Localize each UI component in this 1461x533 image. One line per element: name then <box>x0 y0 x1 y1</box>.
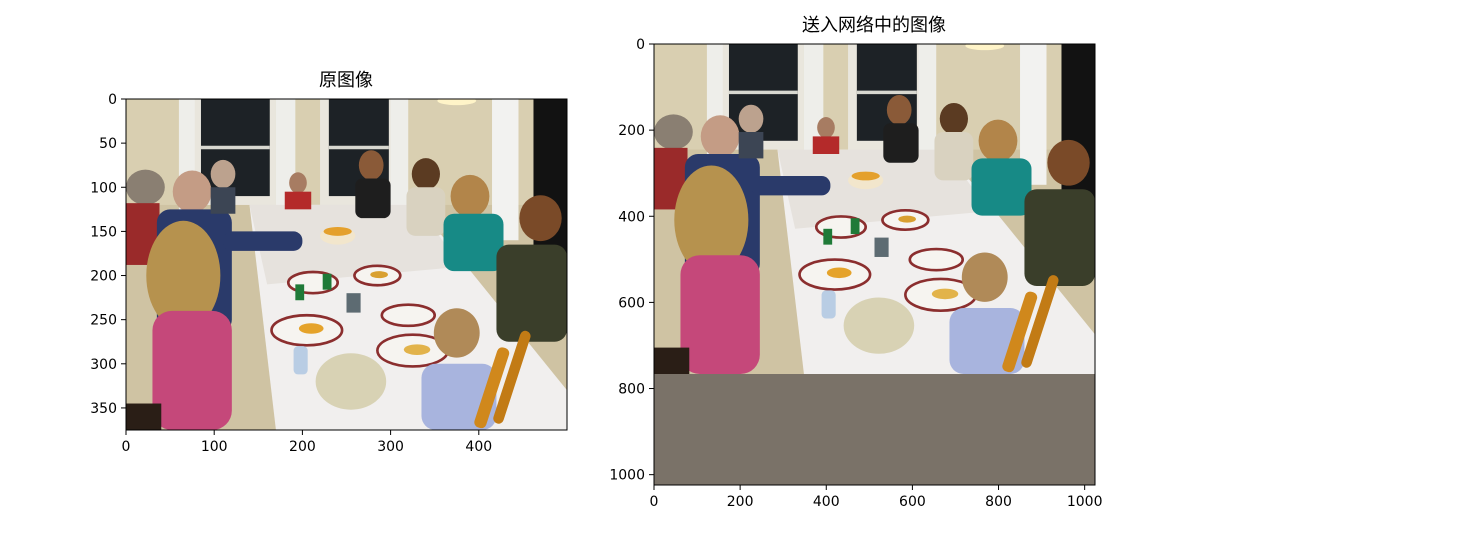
panel-title-original: 原图像 <box>319 70 373 91</box>
x-tick-label: 400 <box>813 494 840 510</box>
x-tick-label: 400 <box>465 439 492 455</box>
y-tick-label: 250 <box>90 313 117 329</box>
x-tick-label: 600 <box>899 494 926 510</box>
x-tick-label: 300 <box>377 439 404 455</box>
x-tick-label: 0 <box>122 439 131 455</box>
ticks-network: 0 200 400 600 800 1000 0 200 400 600 800 1000 <box>609 37 1102 510</box>
ticks-original: 0 100 200 300 400 0 50 100 150 200 250 300 350 <box>90 92 492 455</box>
padding-region <box>654 374 1095 485</box>
x-tick-label: 800 <box>985 494 1012 510</box>
y-tick-label: 200 <box>618 123 645 139</box>
y-tick-label: 200 <box>90 269 117 285</box>
y-tick-label: 0 <box>636 37 645 53</box>
y-tick-label: 50 <box>99 136 117 152</box>
y-tick-label: 150 <box>90 224 117 240</box>
x-tick-label: 100 <box>201 439 228 455</box>
x-tick-label: 0 <box>650 494 659 510</box>
network-image-content <box>654 44 1095 374</box>
panel-network-input: 送入网络中的图像 0 200 400 600 800 1000 0 200 400 600 800 1… <box>609 15 1102 510</box>
x-tick-label: 1000 <box>1067 494 1103 510</box>
y-tick-label: 800 <box>618 382 645 398</box>
y-tick-label: 1000 <box>609 468 645 484</box>
y-tick-label: 350 <box>90 401 117 417</box>
y-tick-label: 600 <box>618 295 645 311</box>
axes-frame-network <box>653 43 1096 486</box>
y-tick-label: 0 <box>108 92 117 108</box>
original-image <box>126 99 567 430</box>
x-tick-label: 200 <box>289 439 316 455</box>
y-tick-label: 100 <box>90 180 117 196</box>
axes-frame-original <box>125 98 568 431</box>
panel-title-network: 送入网络中的图像 <box>802 15 946 36</box>
x-tick-label: 200 <box>727 494 754 510</box>
panel-original: 原图像 0 100 200 300 400 0 50 100 150 200 250 300 350 <box>90 70 568 455</box>
y-tick-label: 400 <box>618 209 645 225</box>
y-tick-label: 300 <box>90 357 117 373</box>
